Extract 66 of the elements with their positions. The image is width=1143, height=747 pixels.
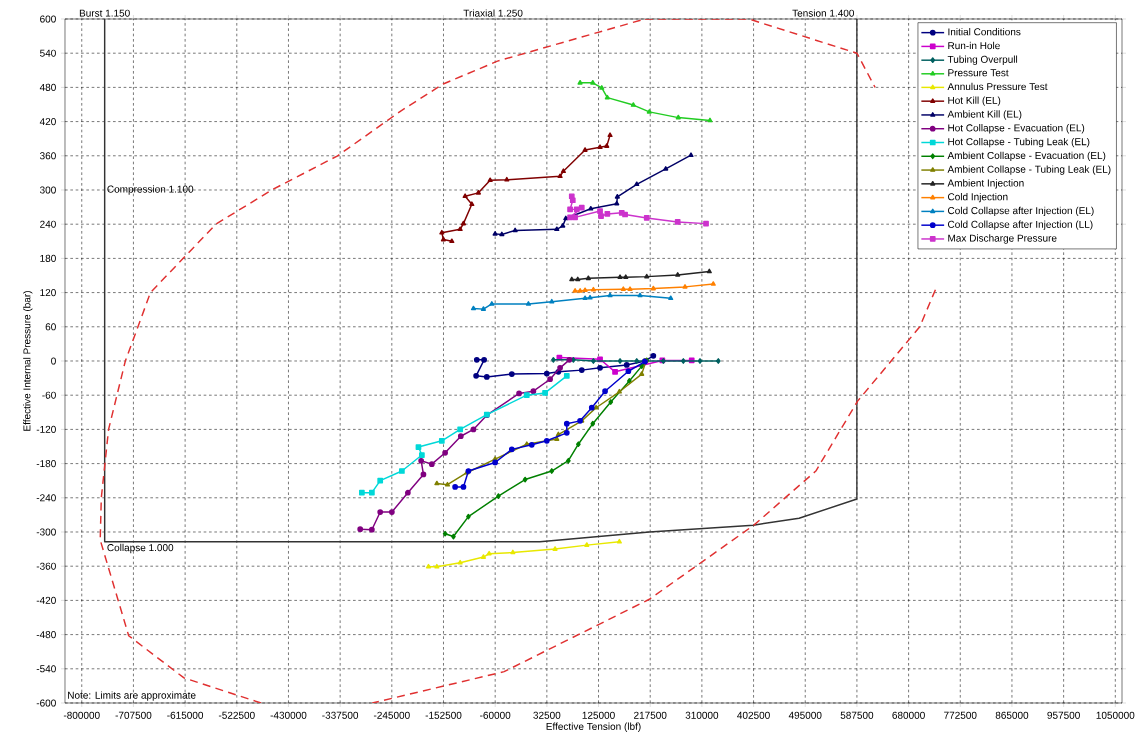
annotation: Compression 1.100 (107, 185, 194, 195)
x-tick-label: 32500 (533, 711, 561, 719)
legend-label: Hot Kill (EL) (948, 96, 1001, 106)
legend-label: Ambient Injection (947, 179, 1024, 189)
y-tick-label: 0 (51, 357, 56, 365)
x-tick-label: -245000 (373, 711, 410, 719)
y-tick-label: 420 (39, 118, 56, 126)
y-tick-label: 60 (45, 323, 56, 331)
x-tick-label: 402500 (737, 711, 770, 719)
legend-label: Max Discharge Pressure (948, 234, 1057, 244)
x-tick-label: 957500 (1047, 711, 1080, 719)
y-tick-label: -420 (36, 596, 56, 604)
x-tick-label: -615000 (167, 711, 204, 719)
x-tick-label: 1050000 (1096, 711, 1135, 719)
y-tick-label: 300 (39, 186, 56, 194)
x-tick-label: -707500 (115, 711, 152, 719)
y-tick-label: -600 (36, 699, 56, 707)
x-tick-label: -60000 (480, 711, 511, 719)
y-tick-label: 480 (39, 83, 56, 91)
legend-label: Ambient Kill (EL) (947, 110, 1022, 120)
y-tick-label: 540 (40, 49, 56, 57)
y-tick-label: 360 (39, 152, 56, 160)
x-tick-label: 217500 (634, 711, 667, 719)
legend-label: Tubing Overpull (947, 55, 1018, 65)
x-tick-label: -522500 (218, 711, 255, 719)
y-tick-label: 240 (40, 220, 56, 228)
text: Triaxial 1.250 (463, 9, 523, 17)
legend-label: Hot Collapse - Tubing Leak (EL) (948, 137, 1090, 148)
x-axis-title: Effective Tension (lbf) (546, 722, 641, 732)
legend-label: Initial Conditions (948, 28, 1021, 36)
legend-label: Cold Collapse after Injection (EL) (948, 206, 1094, 217)
y-tick-label: -360 (36, 562, 56, 570)
legend-label: Ambient Collapse - Tubing Leak (EL) (947, 165, 1111, 175)
legend-label: Hot Collapse - Evacuation (EL) (948, 124, 1085, 134)
legend-label: Ambient Collapse - Evacuation (EL) (947, 151, 1106, 161)
y-tick-label: 600 (40, 15, 56, 23)
y-tick-label: 180 (40, 254, 56, 262)
y-tick-label: -540 (36, 665, 56, 673)
y-tick-label: -180 (36, 460, 56, 468)
y-axis-title: Effective Internal Pressure (bar) (23, 291, 33, 431)
x-tick-label: -337500 (322, 711, 359, 719)
x-tick-label: 495000 (788, 711, 822, 719)
x-tick-label: 680000 (892, 711, 925, 719)
annotation: Collapse 1.000 (107, 543, 174, 554)
x-tick-label: 865000 (995, 711, 1029, 719)
x-tick-label: -800000 (63, 711, 100, 719)
y-tick-label: 120 (40, 289, 56, 297)
legend-label: Pressure Test (948, 69, 1009, 77)
y-tick-label: -480 (36, 631, 56, 639)
legend-label: Run-in Hole (948, 41, 1000, 50)
legend-label: Cold Injection (948, 193, 1008, 203)
text: Tension 1.400 (792, 9, 855, 17)
x-tick-label: -430000 (270, 711, 307, 719)
x-tick-label: 310000 (685, 711, 719, 719)
x-tick-label: 125000 (582, 711, 615, 719)
y-tick-label: -300 (36, 528, 56, 536)
x-tick-label: -152500 (425, 711, 462, 719)
annotation: Note: Limits are approximate (68, 691, 196, 701)
x-tick-label: 772500 (944, 711, 977, 719)
legend-label: Cold Collapse after Injection (LL) (948, 220, 1093, 230)
legend-label: Annulus Pressure Test (947, 82, 1048, 91)
y-tick-label: -240 (36, 494, 56, 502)
y-tick-label: -60 (42, 391, 56, 399)
y-tick-label: -120 (36, 425, 56, 433)
text: Burst 1.150 (79, 9, 130, 17)
x-tick-label: 587500 (840, 711, 874, 719)
